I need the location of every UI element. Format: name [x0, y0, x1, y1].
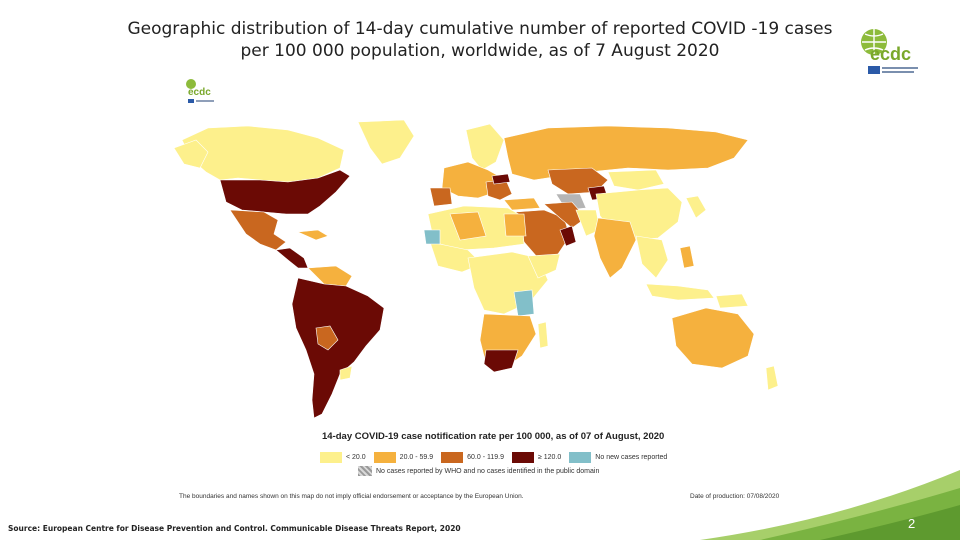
no-data-label: No cases reported by WHO and no cases id… [376, 467, 600, 475]
legend-item: 60.0 - 119.9 [441, 450, 504, 464]
madagascar [537, 321, 549, 349]
legend-label: < 20.0 [346, 453, 366, 461]
map-legend: < 20.0 20.0 - 59.9 60.0 - 119.9 ≥ 120.0 … [320, 450, 667, 464]
legend-label: 60.0 - 119.9 [467, 453, 504, 461]
svg-text:ecdc: ecdc [870, 44, 911, 64]
legend-no-data: No cases reported by WHO and no cases id… [358, 466, 599, 476]
algeria-libya [449, 211, 487, 241]
papua [715, 293, 749, 309]
mexico [229, 209, 287, 251]
oman [559, 225, 577, 247]
legend-swatch [373, 451, 396, 463]
iberia [429, 187, 453, 207]
legend-swatch [569, 451, 592, 463]
legend-swatch [441, 451, 464, 463]
indonesia [645, 283, 715, 301]
ethiopia-somalia [527, 253, 561, 279]
uruguay [339, 365, 353, 381]
page-number: 2 [908, 516, 916, 531]
caribbean [296, 229, 329, 241]
legend-item: ≥ 120.0 [511, 450, 562, 464]
russia [503, 125, 749, 181]
ecdc-logo: ecdc [861, 29, 918, 74]
south-africa [483, 349, 519, 373]
india [593, 217, 637, 279]
legend-swatch [320, 451, 342, 463]
source-note: Source: European Centre for Disease Prev… [8, 524, 461, 533]
mongolia [607, 169, 665, 191]
philippines [679, 245, 695, 269]
svg-text:ecdc: ecdc [188, 87, 211, 98]
turkey [503, 197, 541, 211]
legend-title: 14-day COVID-19 case notification rate p… [322, 431, 665, 442]
mauritania [423, 229, 441, 245]
legend-item: 20.0 - 59.9 [373, 450, 434, 464]
scandinavia [465, 123, 505, 171]
ecdc-map-logo: ecdc [186, 79, 214, 103]
se-asia [635, 235, 669, 279]
venezuela [307, 265, 353, 287]
bolivia [315, 325, 339, 351]
egypt [503, 213, 527, 237]
romania [491, 173, 511, 185]
hatch-swatch [358, 466, 372, 476]
middle-east [515, 209, 571, 259]
new-zealand [765, 365, 779, 391]
alaska [173, 139, 209, 169]
legend-item: No new cases reported [569, 450, 667, 464]
tanzania [513, 289, 535, 317]
greenland [357, 119, 415, 165]
iran [543, 201, 587, 229]
legend-swatch [511, 451, 534, 463]
usa [219, 169, 351, 215]
legend-label: No new cases reported [595, 453, 668, 461]
legend-item: < 20.0 [320, 450, 366, 464]
legend-label: ≥ 120.0 [537, 453, 562, 461]
australia [671, 307, 755, 369]
slide-title: Geographic distribution of 14-day cumula… [127, 19, 833, 61]
map-disclaimer: The boundaries and names shown on this m… [179, 493, 524, 500]
legend-label: 20.0 - 59.9 [399, 453, 434, 461]
world-map [173, 119, 779, 419]
central-america [275, 247, 309, 269]
korea-japan [685, 195, 707, 219]
south-america [291, 277, 385, 419]
production-date: Date of production: 07/08/2020 [690, 493, 780, 500]
